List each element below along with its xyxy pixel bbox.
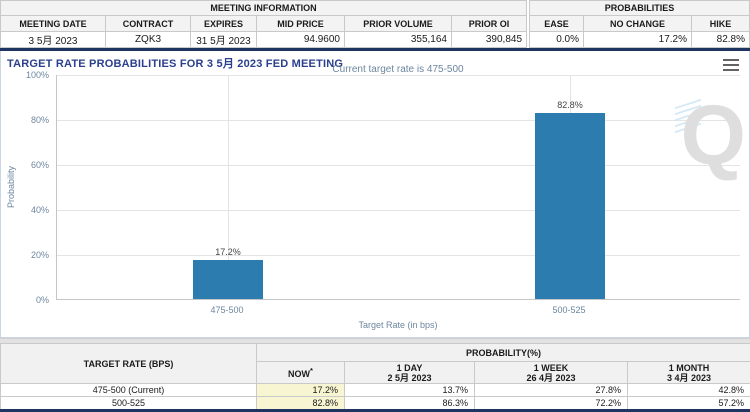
probability-chart-panel: TARGET RATE PROBABILITIES FOR 3 5月 2023 … <box>0 51 750 338</box>
mid-price-value: 94.9600 <box>256 31 345 48</box>
probabilities-value-row: 0.0% 17.2% 82.8% <box>529 31 750 48</box>
no-change-header: NO CHANGE <box>583 15 692 32</box>
y-tick-40: 40% <box>30 205 49 215</box>
y-tick-60: 60% <box>30 160 49 170</box>
chart-title: TARGET RATE PROBABILITIES FOR 3 5月 2023 … <box>7 58 344 70</box>
one-day-column-header: 1 DAY 2 5月 2023 <box>344 361 475 384</box>
history-row-500-525: 500-525 82.8% 86.3% 72.2% 57.2% <box>0 396 750 410</box>
prior-volume-value: 355,164 <box>344 31 452 48</box>
one-month-cell: 57.2% <box>627 396 750 410</box>
quikstrike-watermark: Q <box>680 88 746 182</box>
x-gridline <box>228 75 229 299</box>
meeting-information-header-row: MEETING DATE CONTRACT EXPIRES MID PRICE … <box>0 15 528 32</box>
meeting-date-header: MEETING DATE <box>0 15 106 32</box>
meeting-information-title: MEETING INFORMATION <box>0 0 528 16</box>
y-tick-100: 100% <box>25 70 49 80</box>
footer-navy-bar <box>0 409 750 412</box>
rate-cell: 475-500 (Current) <box>0 383 257 397</box>
one-month-date: 3 4月 2023 <box>666 372 712 383</box>
one-week-cell: 27.8% <box>474 383 628 397</box>
bar-500-525[interactable]: 82.8% <box>535 100 605 299</box>
prior-oi-header: PRIOR OI <box>450 15 528 32</box>
meeting-date-value: 3 5月 2023 <box>0 31 106 48</box>
now-cell: 82.8% <box>256 396 345 410</box>
x-category-475-500: 475-500 <box>210 305 244 315</box>
history-header-row-2: NOW* 1 DAY 2 5月 2023 1 WEEK 26 4月 2023 1… <box>1 361 750 384</box>
rate-cell: 500-525 <box>0 396 257 410</box>
now-label: NOW <box>288 369 311 379</box>
ease-header: EASE <box>529 15 584 32</box>
prior-oi-value: 390,845 <box>450 31 528 48</box>
hike-header: HIKE <box>691 15 750 32</box>
one-month-label: 1 MONTH <box>668 362 710 373</box>
one-week-cell: 72.2% <box>474 396 628 410</box>
navy-divider <box>0 48 750 51</box>
bar-475-500[interactable]: 17.2% <box>193 247 263 299</box>
one-week-label: 1 WEEK <box>533 362 569 373</box>
target-rate-bps-header: TARGET RATE (BPS) <box>0 343 257 384</box>
probability-history-table: TARGET RATE (BPS) PROBABILITY(%) NOW* 1 … <box>0 343 750 410</box>
section-separator <box>0 338 750 343</box>
bar-data-label: 82.8% <box>557 99 583 110</box>
meeting-information-value-row: 3 5月 2023 ZQK3 31 5月 2023 94.9600 355,16… <box>0 31 528 48</box>
one-week-date: 26 4月 2023 <box>526 372 576 383</box>
ease-value: 0.0% <box>529 31 584 48</box>
y-tick-20: 20% <box>30 250 49 260</box>
bar-rect[interactable] <box>535 112 605 299</box>
bar-data-label: 17.2% <box>215 247 241 258</box>
one-day-cell: 86.3% <box>344 396 475 410</box>
history-header-row-1: TARGET RATE (BPS) PROBABILITY(%) <box>0 343 750 384</box>
mid-price-header: MID PRICE <box>256 15 345 32</box>
hike-value: 82.8% <box>691 31 750 48</box>
one-month-column-header: 1 MONTH 3 4月 2023 <box>627 361 750 384</box>
meeting-information-table: MEETING INFORMATION MEETING DATE CONTRAC… <box>0 0 528 48</box>
contract-value: ZQK3 <box>105 31 191 48</box>
chart-subtitle: Current target rate is 475-500 <box>332 64 464 75</box>
now-footnote-mark: * <box>310 366 313 375</box>
probabilities-table: PROBABILITIES EASE NO CHANGE HIKE 0.0% 1… <box>529 0 750 48</box>
expires-header: EXPIRES <box>190 15 257 32</box>
one-day-date: 2 5月 2023 <box>387 372 432 383</box>
one-week-column-header: 1 WEEK 26 4月 2023 <box>474 361 628 384</box>
contract-header: CONTRACT <box>105 15 191 32</box>
y-axis-title: Probability <box>6 165 16 209</box>
probabilities-title: PROBABILITIES <box>529 0 750 16</box>
one-day-label: 1 DAY <box>396 362 423 373</box>
x-axis-title: Target Rate (in bps) <box>358 320 438 330</box>
expires-value: 31 5月 2023 <box>190 31 257 48</box>
x-category-500-525: 500-525 <box>552 305 586 315</box>
history-row-475-500: 475-500 (Current) 17.2% 13.7% 27.8% 42.8… <box>0 383 750 397</box>
y-tick-0: 0% <box>35 295 49 305</box>
one-day-cell: 13.7% <box>344 383 475 397</box>
chart-menu-icon[interactable] <box>723 59 739 71</box>
top-summary-bar: MEETING INFORMATION MEETING DATE CONTRAC… <box>0 0 750 48</box>
y-tick-80: 80% <box>30 115 49 125</box>
no-change-value: 17.2% <box>583 31 692 48</box>
now-column-header: NOW* <box>256 361 345 384</box>
plot-area: 17.2% 82.8% <box>56 75 740 300</box>
probability-group-header: PROBABILITY(%) <box>256 343 750 362</box>
one-month-cell: 42.8% <box>627 383 750 397</box>
prior-volume-header: PRIOR VOLUME <box>344 15 452 32</box>
probabilities-header-row: EASE NO CHANGE HIKE <box>529 15 750 32</box>
bar-rect[interactable] <box>193 260 263 299</box>
now-cell: 17.2% <box>256 383 345 397</box>
